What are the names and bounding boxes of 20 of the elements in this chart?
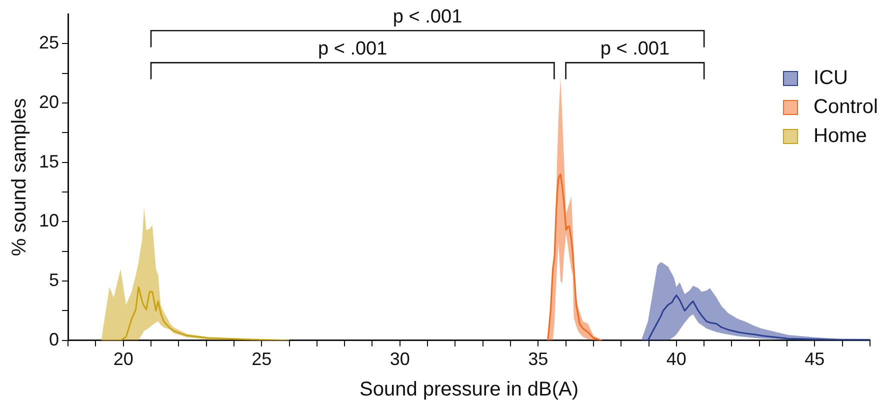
x-axis-title: Sound pressure in dB(A) [360,378,579,401]
y-tick-label: 20 [38,92,60,112]
y-tick-label: 5 [49,270,60,290]
y-axis-title: % sound samples [8,98,31,256]
x-tick-label: 45 [804,349,825,370]
y-tick-label: 15 [38,151,60,172]
x-tick-label: 25 [252,349,272,370]
x-tick-label: 30 [390,349,410,370]
y-tick-label: 10 [38,210,60,231]
annotation: p < .001 [392,6,462,28]
annotation: p < .001 [318,38,388,60]
x-tick-label: 20 [113,349,134,370]
y-tick-label: 0 [49,329,60,350]
legend-label: Home [814,125,867,148]
annotation: p < .001 [600,38,670,60]
legend-label: ICU [814,67,848,90]
x-tick-label: 35 [528,349,548,370]
y-tick-label: 25 [38,32,60,53]
legend-label: Control [814,96,878,119]
x-tick-label: 40 [666,349,686,370]
